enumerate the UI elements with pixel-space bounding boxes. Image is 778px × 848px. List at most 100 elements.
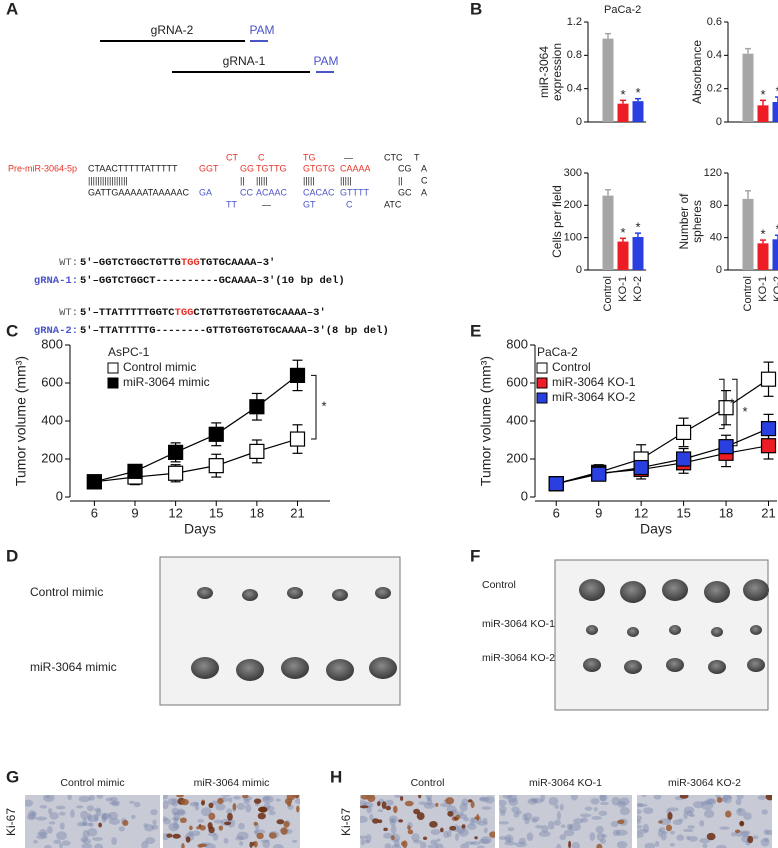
cell-nucleus [643,807,654,815]
ki67-stain [568,840,572,848]
legend-title: AsPC-1 [108,345,150,359]
cell-nucleus [678,818,684,822]
tumor [624,660,642,674]
cell-nucleus [589,832,596,841]
y-tick-label: 40 [710,232,722,244]
cell-nucleus [423,802,436,809]
ki67-stain [440,827,444,833]
cell-nucleus [702,843,708,848]
cell-nucleus [499,821,510,825]
cell-nucleus [38,828,48,838]
tumor [669,625,681,635]
cell-nucleus [615,829,628,836]
tumor [375,587,391,599]
cell-nucleus [189,801,200,807]
cell-nucleus [131,814,136,819]
cell-nucleus [460,843,470,848]
cell-nucleus [482,817,488,824]
significance-mark: * [635,85,640,100]
cell-nucleus [568,824,573,831]
cell-nucleus [476,845,485,848]
cell-nucleus [76,805,84,809]
cell-nucleus [383,832,393,839]
y-tick-label: 400 [41,412,63,427]
stain-label: Ki-67 [339,808,353,836]
tumor [326,659,354,681]
cell-nucleus [28,810,36,820]
y-tick-label: 0 [716,116,722,128]
ki67-stain [232,803,237,811]
marker [168,444,184,460]
cell-nucleus [531,816,540,822]
cell-nucleus [215,803,226,811]
cell-nucleus [101,812,108,821]
cell-nucleus [703,809,715,819]
cell-nucleus [384,843,392,848]
ki67-stain [292,795,299,799]
ki67-stain [470,801,475,809]
marker [675,451,692,467]
cell-nucleus [194,805,200,811]
column-label: miR-3064 KO-1 [529,777,602,789]
cell-nucleus [705,798,715,804]
cell-nucleus [151,824,159,830]
cell-nucleus [683,810,688,820]
row-label: Control [482,579,516,591]
cell-nucleus [617,800,627,808]
ki67-stain [166,833,173,838]
legend-label: Control mimic [123,360,196,374]
tumor [750,625,762,635]
x-tick-label: 15 [209,505,223,520]
cell-nucleus [659,818,671,825]
cell-nucleus [478,796,490,802]
cell-nucleus [554,804,559,810]
cell-nucleus [499,836,508,840]
cell-nucleus [730,832,737,837]
ki67-stain [98,822,102,828]
marker [168,465,184,481]
cell-nucleus [720,797,729,802]
cell-nucleus [369,813,374,821]
marker [760,421,777,437]
hairpin-seq: ||||| [303,175,315,185]
column-label: miR-3064 KO-2 [668,777,741,789]
cell-nucleus [735,798,742,806]
cell-nucleus [507,795,518,803]
series-line [94,374,298,483]
cell-nucleus [610,820,619,828]
ki67-stain [196,826,201,830]
y-tick-label: 0 [521,488,528,503]
cell-nucleus [426,798,433,806]
ki67-stain [716,796,723,803]
cell-nucleus [637,828,649,834]
cell-nucleus [58,843,64,848]
cell-nucleus [36,834,48,840]
cell-nucleus [741,831,750,838]
cell-nucleus [111,800,120,807]
cell-nucleus [364,839,370,844]
cell-nucleus [168,822,180,832]
tumor [287,587,303,599]
hairpin-seq: CC [240,187,253,197]
cell-nucleus [479,796,486,801]
ki67-stain [122,819,129,826]
panel-letter: C [6,321,18,340]
cell-nucleus [254,830,259,835]
cell-nucleus [596,832,605,841]
tumor [583,658,601,672]
y-tick-label: 120 [704,167,722,179]
cell-nucleus [272,843,284,848]
cell-nucleus [172,811,178,816]
ki67-stain [199,825,206,831]
ihc-image [163,795,300,848]
bar [772,102,778,122]
x-axis-label: Days [184,521,216,537]
ki67-stain [447,810,454,817]
cell-nucleus [393,838,400,848]
cell-nucleus [426,796,432,802]
ki67-stain [393,805,398,814]
cell-nucleus [436,838,441,842]
marker [760,438,777,454]
ki67-stain [418,795,422,799]
y-tick-label: 600 [506,374,528,389]
